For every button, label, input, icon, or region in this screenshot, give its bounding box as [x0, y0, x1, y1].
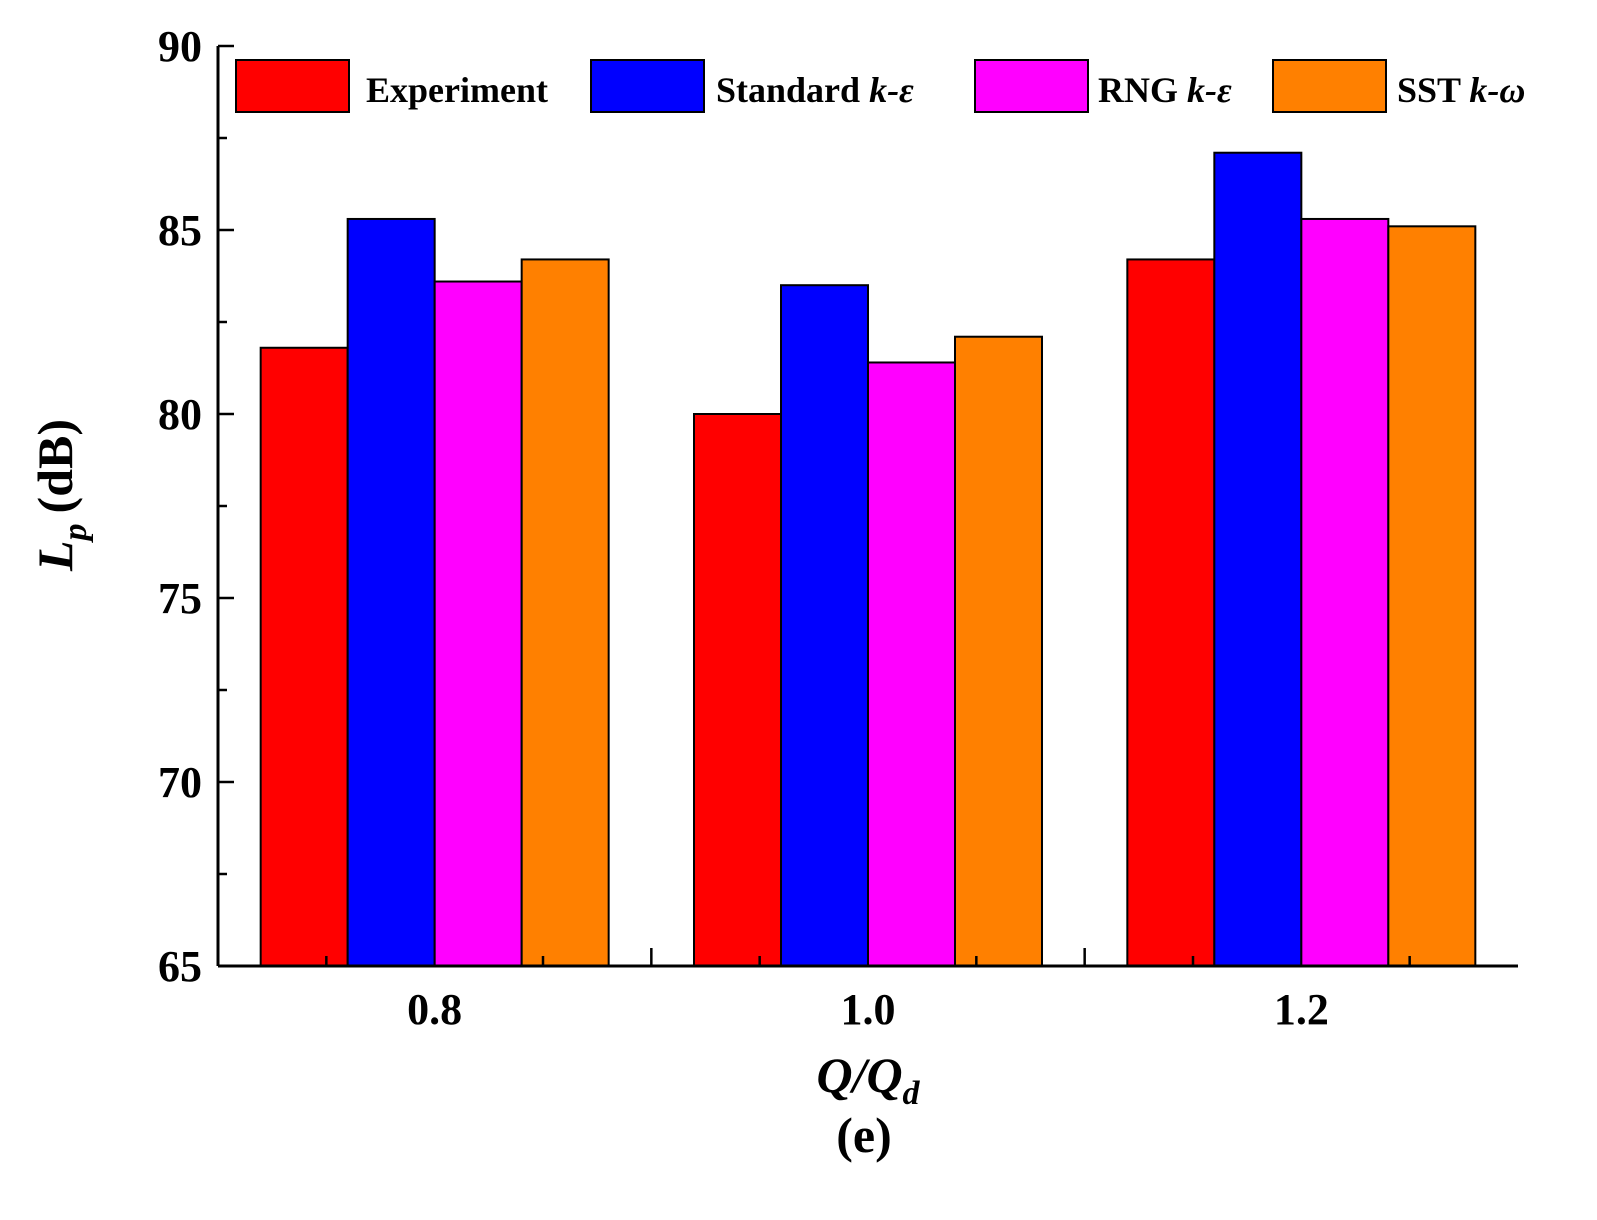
x-tick-label: 1.0	[841, 985, 896, 1034]
y-axis-title-unit: (dB)	[27, 419, 83, 513]
legend-swatch-1	[235, 59, 350, 113]
y-tick-label: 90	[158, 22, 202, 71]
bar-sst-k--0.8	[520, 258, 610, 967]
bars-layer	[259, 151, 1477, 968]
bar-rng-k--0.8	[433, 280, 523, 967]
y-tick-label: 70	[158, 758, 202, 807]
legend-label-3: RNG k-ε	[1098, 70, 1232, 110]
x-axis-title-main: Q/Q	[816, 1047, 902, 1103]
bar-rng-k--1.0	[867, 361, 956, 968]
legend-swatch-2	[590, 59, 705, 113]
bar-standard-k--1.0	[780, 284, 869, 967]
bar-experiment-1.0	[693, 413, 782, 967]
svg-text:Lp(dB): Lp (dB)	[27, 419, 94, 572]
y-tick-label: 65	[158, 942, 202, 991]
y-axis-title: Lp (dB)	[27, 419, 94, 572]
legend-label-4: SST k-ω	[1397, 70, 1525, 110]
bar-standard-k--0.8	[346, 217, 436, 967]
legend: Experiment Standard k-ε RNG k-ε SST k-ω	[235, 59, 1525, 113]
x-tick-label: 1.2	[1274, 985, 1329, 1034]
legend-swatch-3	[974, 59, 1089, 113]
bar-rng-k--1.2	[1300, 217, 1390, 967]
y-axis-title-main: L	[27, 540, 83, 572]
bar-standard-k--1.2	[1213, 151, 1303, 968]
legend-label-1: Experiment	[366, 70, 548, 110]
legend-swatch-4	[1272, 59, 1387, 113]
legend-label-2: Standard k-ε	[716, 70, 914, 110]
y-tick-label: 85	[158, 206, 202, 255]
y-tick-label: 75	[158, 574, 202, 623]
y-axis-title-sub: p	[57, 523, 94, 543]
x-axis-title: Q/Qd	[816, 1047, 920, 1112]
bar-experiment-1.2	[1126, 258, 1216, 967]
bar-sst-k--1.0	[954, 335, 1043, 968]
x-tick-label: 0.8	[407, 985, 462, 1034]
panel-label: (e)	[836, 1107, 892, 1163]
x-axis-title-sub: d	[903, 1075, 921, 1112]
bar-experiment-0.8	[259, 346, 349, 967]
axes-layer: 65 70 75 80 85 90 0.8 1.0 1.2	[158, 22, 1518, 1034]
bar-sst-k--1.2	[1387, 225, 1477, 967]
y-tick-label: 80	[158, 390, 202, 439]
